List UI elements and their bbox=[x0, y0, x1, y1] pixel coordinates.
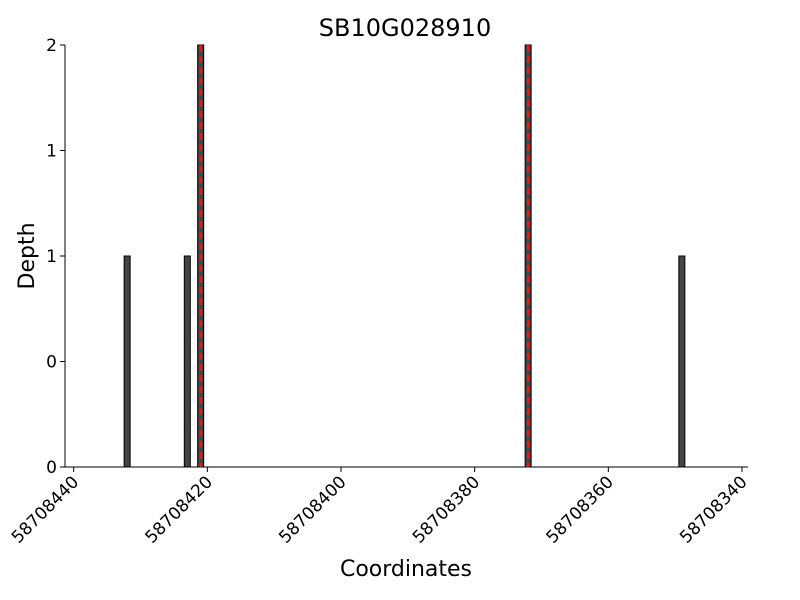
bar bbox=[183, 255, 191, 468]
x-tick-label: 58708440 bbox=[8, 472, 83, 547]
x-axis-label: Coordinates bbox=[340, 557, 472, 582]
chart-title: SB10G028910 bbox=[319, 14, 491, 42]
x-tick-label: 58708420 bbox=[142, 472, 217, 547]
x-tick-label: 58708340 bbox=[676, 472, 751, 547]
x-tick-label: 58708400 bbox=[275, 472, 350, 547]
x-tick-label: 58708360 bbox=[543, 472, 618, 547]
bar bbox=[678, 255, 686, 468]
x-tick-label: 58708380 bbox=[409, 472, 484, 547]
y-tick-label: 0 bbox=[46, 458, 57, 478]
y-tick-label: 2 bbox=[46, 36, 57, 56]
bar bbox=[123, 255, 131, 468]
y-tick-label: 1 bbox=[46, 142, 57, 162]
y-tick-label: 1 bbox=[46, 247, 57, 267]
y-tick-label: 0 bbox=[46, 353, 57, 373]
y-axis-label: Depth bbox=[15, 222, 40, 289]
